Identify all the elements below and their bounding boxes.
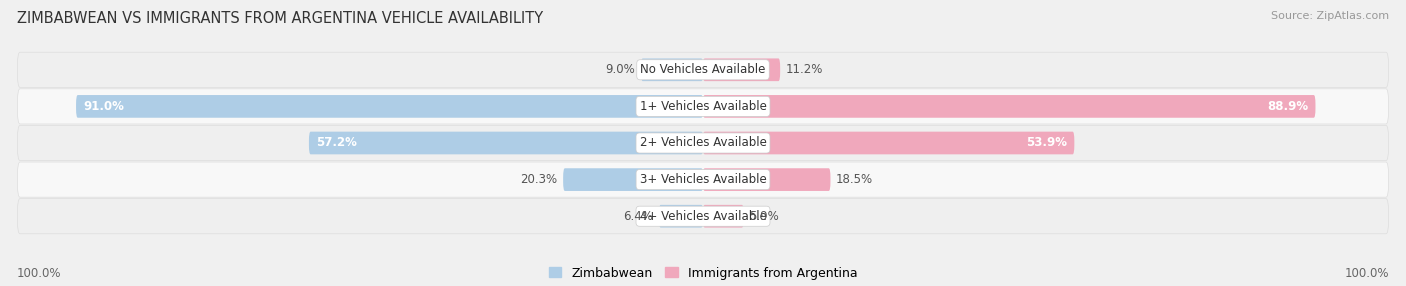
Text: 2+ Vehicles Available: 2+ Vehicles Available [640, 136, 766, 150]
Text: No Vehicles Available: No Vehicles Available [640, 63, 766, 76]
Text: 4+ Vehicles Available: 4+ Vehicles Available [640, 210, 766, 223]
Text: 100.0%: 100.0% [1344, 267, 1389, 280]
FancyBboxPatch shape [17, 199, 1389, 234]
Text: 88.9%: 88.9% [1267, 100, 1309, 113]
FancyBboxPatch shape [703, 205, 744, 228]
Text: ZIMBABWEAN VS IMMIGRANTS FROM ARGENTINA VEHICLE AVAILABILITY: ZIMBABWEAN VS IMMIGRANTS FROM ARGENTINA … [17, 11, 543, 26]
FancyBboxPatch shape [659, 205, 703, 228]
FancyBboxPatch shape [17, 126, 1389, 160]
FancyBboxPatch shape [17, 162, 1389, 197]
Text: 11.2%: 11.2% [786, 63, 823, 76]
Legend: Zimbabwean, Immigrants from Argentina: Zimbabwean, Immigrants from Argentina [548, 267, 858, 279]
Text: 5.9%: 5.9% [749, 210, 779, 223]
FancyBboxPatch shape [309, 132, 703, 154]
Text: 9.0%: 9.0% [606, 63, 636, 76]
Text: 91.0%: 91.0% [83, 100, 124, 113]
FancyBboxPatch shape [641, 58, 703, 81]
FancyBboxPatch shape [17, 89, 1389, 124]
Text: 20.3%: 20.3% [520, 173, 558, 186]
FancyBboxPatch shape [564, 168, 703, 191]
FancyBboxPatch shape [703, 95, 1316, 118]
FancyBboxPatch shape [17, 52, 1389, 87]
Text: Source: ZipAtlas.com: Source: ZipAtlas.com [1271, 11, 1389, 21]
Text: 53.9%: 53.9% [1026, 136, 1067, 150]
FancyBboxPatch shape [703, 168, 831, 191]
Text: 6.4%: 6.4% [623, 210, 654, 223]
Text: 1+ Vehicles Available: 1+ Vehicles Available [640, 100, 766, 113]
Text: 57.2%: 57.2% [316, 136, 357, 150]
FancyBboxPatch shape [703, 58, 780, 81]
Text: 3+ Vehicles Available: 3+ Vehicles Available [640, 173, 766, 186]
FancyBboxPatch shape [703, 132, 1074, 154]
Text: 100.0%: 100.0% [17, 267, 62, 280]
FancyBboxPatch shape [76, 95, 703, 118]
Text: 18.5%: 18.5% [837, 173, 873, 186]
